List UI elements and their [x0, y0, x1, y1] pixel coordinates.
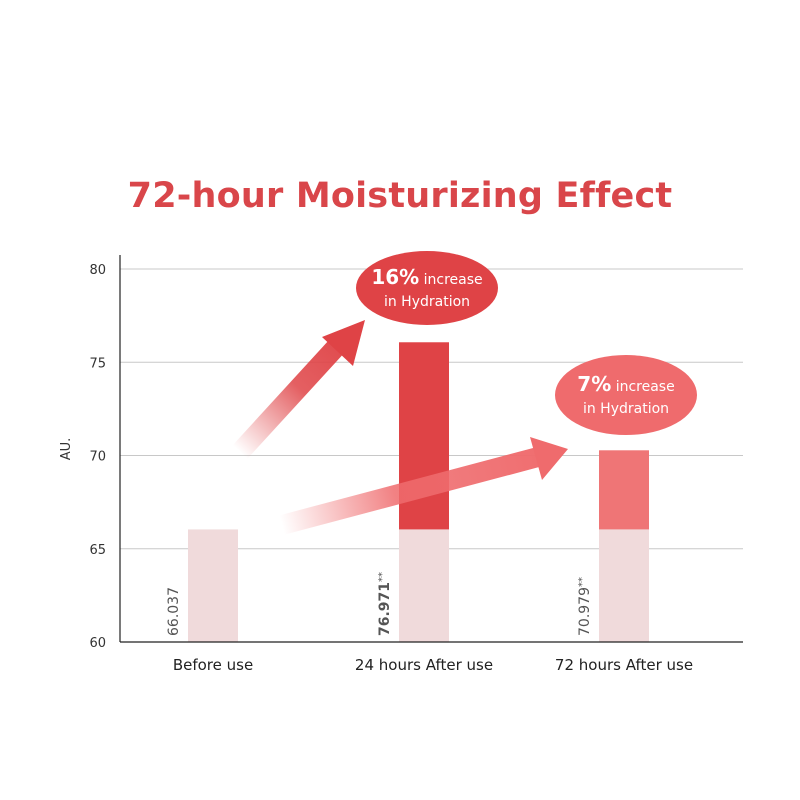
- svg-text:7% increase: 7% increase: [577, 372, 674, 396]
- callout-72h: 7% increase in Hydration: [555, 355, 697, 435]
- bar-baseline-segment: [399, 529, 449, 642]
- arrow-head-72h: [530, 437, 568, 480]
- y-axis-ticks: 60 65 70 75 80: [89, 263, 106, 651]
- callout-72h-line2: in Hydration: [583, 401, 669, 417]
- svg-text:16% increase: 16% increase: [371, 265, 482, 289]
- y-tick-label: 65: [89, 543, 106, 558]
- y-tick-label: 75: [89, 356, 106, 371]
- bar-baseline-segment: [188, 529, 238, 642]
- bar-baseline-segment: [599, 529, 649, 642]
- bar-value-label: 66.037: [166, 587, 182, 636]
- callout-24h-percent: 16%: [371, 265, 419, 289]
- callout-72h-increase: increase: [611, 379, 674, 395]
- bar-value-label: 70.979**: [577, 577, 593, 636]
- x-category-label: 72 hours After use: [555, 656, 693, 674]
- y-tick-label: 80: [89, 263, 106, 278]
- x-axis-categories: Before use 24 hours After use 72 hours Aft…: [173, 656, 693, 674]
- x-category-label: 24 hours After use: [355, 656, 493, 674]
- chart-title: 72-hour Moisturizing Effect: [127, 176, 673, 216]
- y-axis-title: AU.: [59, 438, 74, 461]
- callout-72h-percent: 7%: [577, 372, 611, 396]
- x-category-label: Before use: [173, 656, 253, 674]
- bar-value-label: 76.971**: [377, 572, 393, 636]
- y-tick-label: 60: [89, 636, 106, 651]
- increase-arrow-24h: [232, 320, 365, 459]
- bar-increase-segment: [599, 450, 649, 530]
- y-tick-label: 70: [89, 450, 106, 465]
- arrow-head-24h: [322, 320, 365, 366]
- increase-arrow-72h: [279, 437, 568, 535]
- callout-24h-line2: in Hydration: [384, 294, 470, 310]
- callout-24h-increase: increase: [419, 272, 482, 288]
- callout-24h: 16% increase in Hydration: [356, 251, 498, 325]
- value-labels: 66.037 76.971** 70.979**: [166, 572, 593, 636]
